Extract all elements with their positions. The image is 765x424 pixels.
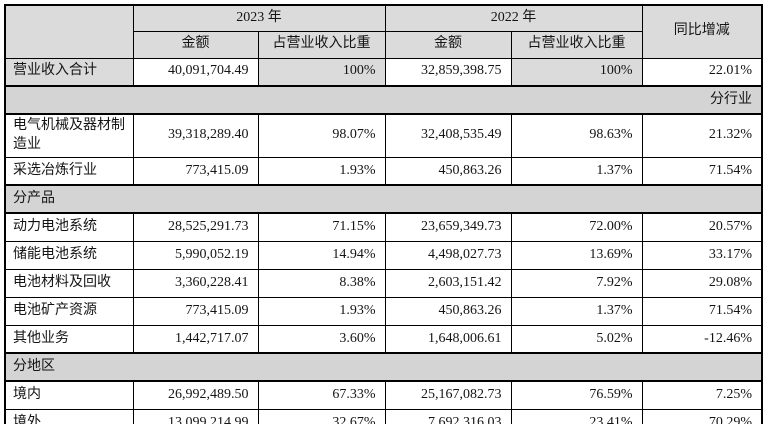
revenue-breakdown-table: 2023 年 2022 年 同比增减 金额 占营业收入比重 金额 占营业收入比重… <box>4 4 763 424</box>
amount-2023: 13,099,214.99 <box>132 408 259 424</box>
yoy-change: 33.17% <box>641 240 763 270</box>
share-2022: 76.59% <box>510 380 643 410</box>
section-label-by-industry: 分行业 <box>4 85 763 115</box>
share-2022: 7.92% <box>510 268 643 298</box>
row-label: 动力电池系统 <box>4 212 134 242</box>
share-2022: 5.02% <box>510 324 643 354</box>
amount-2023: 28,525,291.73 <box>132 212 259 242</box>
amount-2022: 7,692,316.03 <box>384 408 512 424</box>
share-2023: 14.94% <box>257 240 386 270</box>
share-2022: 100% <box>510 57 643 87</box>
yoy-change: 20.57% <box>641 212 763 242</box>
row-label: 境内 <box>4 380 134 410</box>
amount-2022: 25,167,082.73 <box>384 380 512 410</box>
header-share-2022: 占营业收入比重 <box>510 30 643 59</box>
amount-2022: 2,603,151.42 <box>384 268 512 298</box>
amount-2022: 4,498,027.73 <box>384 240 512 270</box>
row-label: 其他业务 <box>4 324 134 354</box>
table-row-overseas: 境外 13,099,214.99 32.67% 7,692,316.03 23.… <box>4 408 763 424</box>
row-label: 电池材料及回收 <box>4 268 134 298</box>
table-row-domestic: 境内 26,992,489.50 67.33% 25,167,082.73 76… <box>4 380 763 410</box>
amount-2023: 5,990,052.19 <box>132 240 259 270</box>
share-2023: 71.15% <box>257 212 386 242</box>
yoy-change: 21.32% <box>641 113 763 158</box>
share-2023: 100% <box>257 57 386 87</box>
table-row-energy-storage: 储能电池系统 5,990,052.19 14.94% 4,498,027.73 … <box>4 240 763 270</box>
section-label-by-region: 分地区 <box>4 352 763 383</box>
header-amount-2022: 金额 <box>384 30 512 59</box>
amount-2023: 40,091,704.49 <box>132 57 259 87</box>
yoy-change: 70.29% <box>641 408 763 424</box>
amount-2022: 450,863.26 <box>384 296 512 326</box>
amount-2022: 32,859,398.75 <box>384 57 512 87</box>
amount-2022: 450,863.26 <box>384 156 512 186</box>
header-amount-2023: 金额 <box>132 30 259 59</box>
yoy-change: 29.08% <box>641 268 763 298</box>
header-share-2023: 占营业收入比重 <box>257 30 386 59</box>
table-row-total-revenue: 营业收入合计 40,091,704.49 100% 32,859,398.75 … <box>4 57 763 87</box>
amount-2023: 773,415.09 <box>132 296 259 326</box>
row-label: 储能电池系统 <box>4 240 134 270</box>
header-row-measures: 金额 占营业收入比重 金额 占营业收入比重 <box>5 30 762 59</box>
share-2023: 98.07% <box>257 113 386 158</box>
yoy-change: 71.54% <box>641 296 763 326</box>
table-row-other-business: 其他业务 1,442,717.07 3.60% 1,648,006.61 5.0… <box>4 324 763 354</box>
share-2023: 8.38% <box>257 268 386 298</box>
yoy-change: 71.54% <box>641 156 763 186</box>
table-row-power-battery: 动力电池系统 28,525,291.73 71.15% 23,659,349.7… <box>4 212 763 242</box>
share-2022: 13.69% <box>510 240 643 270</box>
row-label: 采选冶炼行业 <box>4 156 134 186</box>
share-2022: 72.00% <box>510 212 643 242</box>
header-yoy-change: 同比增减 <box>641 4 763 59</box>
share-2023: 1.93% <box>257 156 386 186</box>
share-2023: 3.60% <box>257 324 386 354</box>
header-row-years: 2023 年 2022 年 同比增减 <box>4 4 763 59</box>
table-row-battery-materials: 电池材料及回收 3,360,228.41 8.38% 2,603,151.42 … <box>4 268 763 298</box>
yoy-change: -12.46% <box>641 324 763 354</box>
header-year-2022: 2022 年 <box>384 4 643 32</box>
yoy-change: 7.25% <box>641 380 763 410</box>
amount-2023: 26,992,489.50 <box>132 380 259 410</box>
amount-2023: 39,318,289.40 <box>132 113 259 158</box>
header-year-2023: 2023 年 <box>132 4 386 32</box>
share-2023: 32.67% <box>257 408 386 424</box>
amount-2022: 1,648,006.61 <box>384 324 512 354</box>
section-band-by-region: 分地区 <box>4 352 763 383</box>
amount-2023: 1,442,717.07 <box>132 324 259 354</box>
share-2023: 1.93% <box>257 296 386 326</box>
amount-2023: 3,360,228.41 <box>132 268 259 298</box>
share-2022: 1.37% <box>510 156 643 186</box>
table-row-electrical-machinery: 电气机械及器材制造业 39,318,289.40 98.07% 32,408,5… <box>4 113 763 158</box>
row-label: 电气机械及器材制造业 <box>4 113 134 158</box>
amount-2023: 773,415.09 <box>132 156 259 186</box>
amount-2022: 32,408,535.49 <box>384 113 512 158</box>
share-2022: 98.63% <box>510 113 643 158</box>
row-label: 电池矿产资源 <box>4 296 134 326</box>
section-band-by-product: 分产品 <box>4 184 763 215</box>
amount-2022: 23,659,349.73 <box>384 212 512 242</box>
table-row-battery-minerals: 电池矿产资源 773,415.09 1.93% 450,863.26 1.37%… <box>4 296 763 326</box>
section-band-by-industry: 分行业 <box>4 85 763 115</box>
row-label: 境外 <box>4 408 134 424</box>
row-label: 营业收入合计 <box>4 57 134 87</box>
share-2022: 23.41% <box>510 408 643 424</box>
yoy-change: 22.01% <box>641 57 763 87</box>
table-row-mining-smelting: 采选冶炼行业 773,415.09 1.93% 450,863.26 1.37%… <box>4 156 763 186</box>
section-label-by-product: 分产品 <box>4 184 763 215</box>
share-2023: 67.33% <box>257 380 386 410</box>
header-corner-cell <box>4 4 134 59</box>
share-2022: 1.37% <box>510 296 643 326</box>
